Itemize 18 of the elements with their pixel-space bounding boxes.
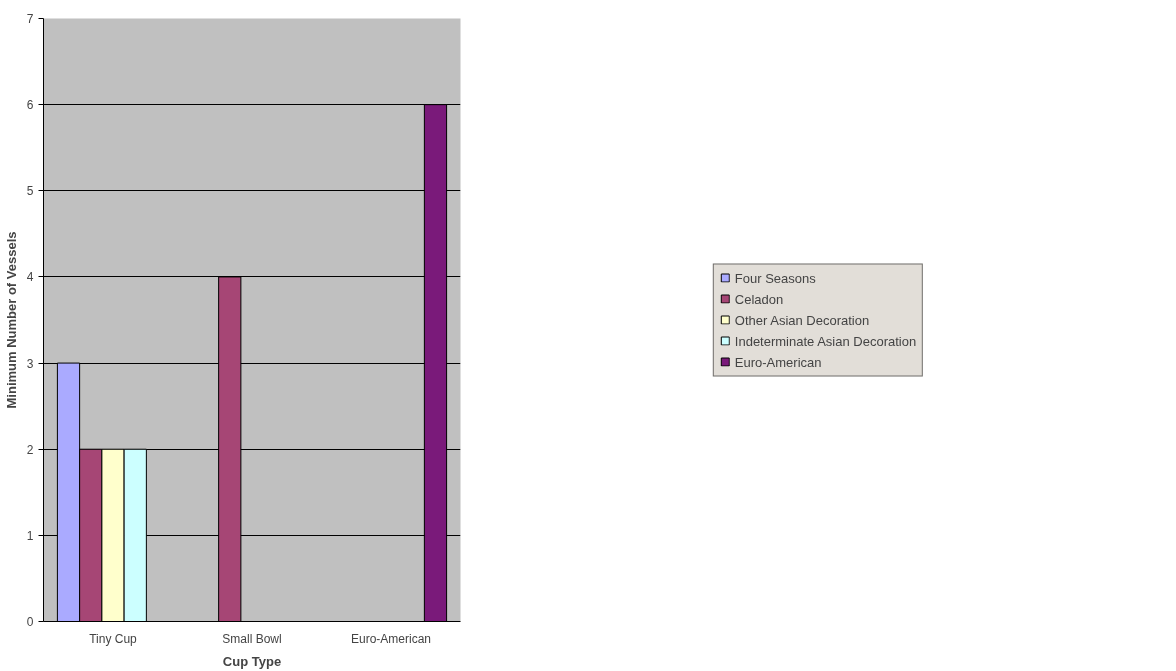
y-tick-label: 1 [26, 528, 34, 543]
legend-label: Indeterminate Asian Decoration [734, 333, 917, 348]
legend-label: Four Seasons [734, 270, 816, 285]
y-tick-label: 2 [26, 442, 34, 457]
y-tick-label: 6 [26, 98, 34, 113]
x-tick-label: Tiny Cup [89, 631, 138, 646]
y-axis-title: Minimum Number of Vessels [3, 231, 19, 409]
legend-label: Euro-American [734, 354, 822, 369]
y-tick-label: 7 [26, 12, 34, 26]
y-tick-label: 0 [26, 615, 34, 629]
y-tick-label: 5 [26, 184, 34, 199]
x-tick-label: Small Bowl [222, 631, 282, 646]
y-tick-label: 3 [26, 356, 34, 371]
legend-label: Other Asian Decoration [734, 312, 870, 327]
x-axis-title: Cup Type [222, 653, 282, 669]
y-tick-label: 4 [26, 270, 34, 285]
legend-label: Celadon [734, 291, 784, 306]
x-tick-label: Euro-American [350, 631, 432, 646]
